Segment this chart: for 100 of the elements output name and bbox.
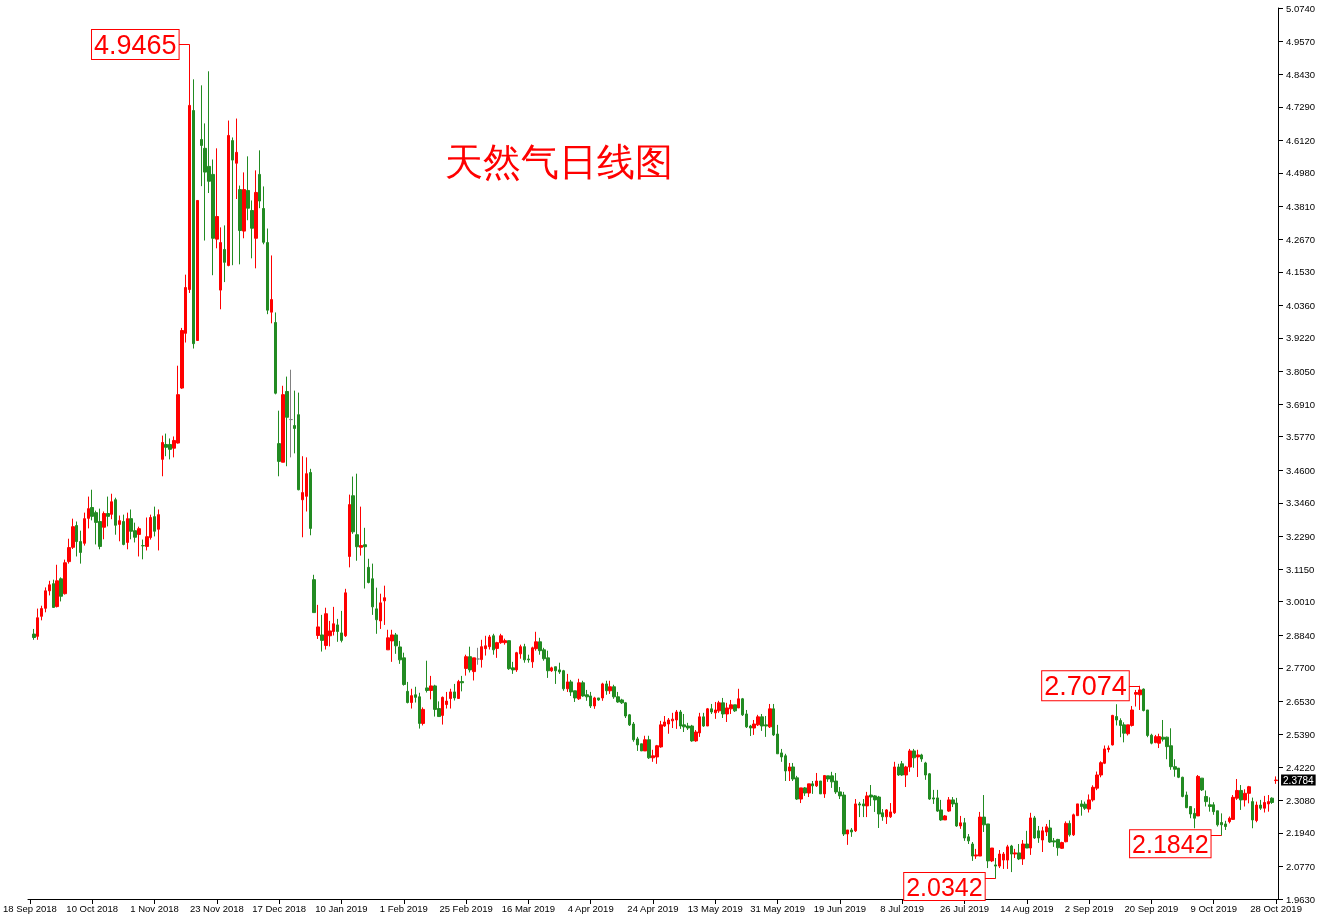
candlestick — [815, 772, 818, 788]
candlestick — [36, 608, 39, 641]
candlestick — [605, 680, 608, 696]
candlestick — [920, 753, 923, 763]
candlestick — [196, 199, 199, 342]
candlestick — [32, 628, 36, 641]
candlestick — [410, 688, 413, 710]
annotation: 4.9465 — [94, 29, 177, 60]
candlestick — [714, 701, 717, 720]
candlestick — [258, 149, 261, 209]
candlestick — [122, 514, 125, 546]
candlestick — [277, 410, 281, 477]
y-tick-label: 2.5390 — [1286, 728, 1316, 740]
candlestick — [862, 798, 865, 818]
candlestick — [383, 585, 386, 626]
candlestick — [971, 841, 974, 862]
candlestick — [126, 512, 129, 550]
candlestick — [145, 517, 149, 551]
x-tick-label: 4 Apr 2019 — [567, 902, 614, 914]
candlestick — [784, 753, 787, 782]
y-tick-label: 2.7700 — [1286, 662, 1316, 674]
candlestick — [842, 791, 846, 837]
candlestick — [803, 786, 807, 797]
candlestick — [168, 437, 172, 460]
candlestick — [799, 787, 803, 804]
annotation: 2.7074 — [1044, 670, 1127, 701]
candlestick — [59, 576, 63, 602]
candlestick — [955, 797, 958, 828]
candlestick — [1274, 775, 1278, 785]
candlestick — [947, 796, 951, 813]
candlestick — [764, 715, 768, 738]
candlestick — [164, 433, 168, 457]
x-tick-label: 24 Apr 2019 — [627, 902, 679, 914]
y-tick-label: 4.8430 — [1286, 68, 1316, 80]
candlestick — [788, 762, 791, 782]
candlestick — [254, 169, 258, 269]
candlestick — [1025, 830, 1029, 849]
x-tick-label: 16 Mar 2019 — [501, 902, 556, 914]
candlestick — [1122, 721, 1126, 743]
candlestick — [702, 712, 705, 728]
candlestick — [114, 497, 117, 536]
candlestick — [118, 515, 121, 542]
x-tick-label: 1 Nov 2018 — [130, 902, 179, 914]
candlestick — [106, 496, 110, 527]
candlestick — [472, 657, 476, 681]
candlestick — [823, 774, 826, 799]
x-tick-label: 25 Feb 2019 — [439, 902, 493, 914]
x-tick-label: 28 Oct 2019 — [1250, 902, 1302, 914]
candlestick — [242, 171, 246, 239]
candlestick — [464, 654, 468, 677]
y-tick-label: 4.1530 — [1286, 266, 1316, 278]
candlestick — [943, 814, 947, 821]
x-tick-label: 14 Aug 2019 — [1000, 902, 1054, 914]
candlestick — [301, 455, 304, 538]
candlestick — [274, 311, 277, 395]
candlestick — [706, 707, 709, 727]
candlestick — [1064, 820, 1068, 843]
y-tick-label: 4.9570 — [1286, 36, 1316, 48]
x-tick-label: 1 Feb 2019 — [379, 902, 428, 914]
x-tick-label: 13 May 2019 — [687, 902, 743, 914]
candlestick — [811, 780, 814, 795]
candlestick — [819, 780, 822, 795]
candlestick — [1243, 788, 1247, 807]
y-tick-label: 3.0010 — [1286, 596, 1316, 608]
x-tick-label: 8 Jul 2019 — [880, 902, 925, 914]
x-tick-label: 2 Sep 2019 — [1064, 902, 1114, 914]
candlestick — [1111, 714, 1114, 746]
candlestick — [1041, 826, 1044, 853]
candlestick — [581, 680, 585, 698]
candlestick — [137, 526, 141, 557]
candlestick — [1251, 797, 1254, 829]
candlestick — [336, 618, 339, 643]
candlestick — [55, 564, 59, 608]
candlestick — [597, 697, 600, 702]
x-tick-label: 18 Sep 2018 — [2, 902, 57, 914]
candlestick — [1259, 799, 1262, 811]
candlestick — [1196, 774, 1200, 817]
text: 天然气日线图 — [445, 140, 673, 184]
candlestick — [710, 703, 713, 715]
candlestick — [690, 724, 694, 743]
candlestick — [1255, 801, 1258, 823]
candlestick — [98, 508, 102, 550]
y-tick-label: 3.1150 — [1286, 563, 1315, 575]
candlestick — [161, 435, 164, 477]
candlestick — [725, 702, 729, 723]
annotation: 2.0342 — [906, 872, 983, 901]
candlestick — [608, 680, 612, 695]
y-tick-label: 2.3080 — [1286, 794, 1316, 806]
candlestick — [320, 614, 324, 653]
candlestick — [737, 688, 740, 709]
candlestick — [978, 811, 982, 857]
candlestick — [348, 494, 351, 568]
candlestick — [912, 748, 916, 769]
x-tick-label: 17 Dec 2018 — [252, 902, 307, 914]
candlestick — [52, 579, 55, 608]
candlestick — [371, 563, 374, 616]
y-tick-label: 2.0770 — [1286, 860, 1316, 872]
candlestick — [359, 506, 363, 557]
candlestick — [546, 650, 550, 679]
candlestick — [1247, 785, 1251, 804]
